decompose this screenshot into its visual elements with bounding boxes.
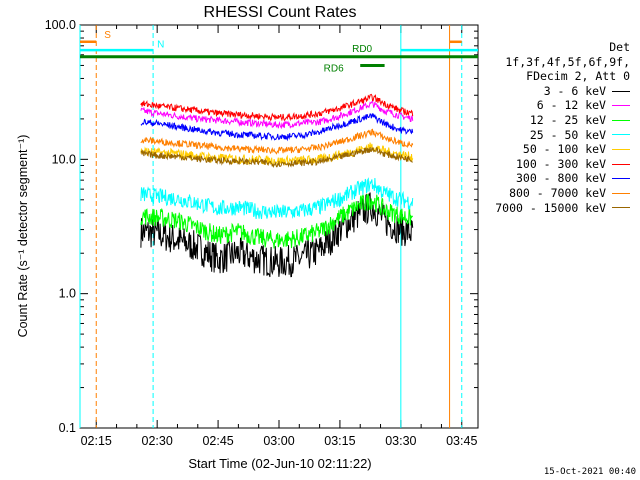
series-line bbox=[140, 128, 414, 155]
series-line bbox=[140, 193, 414, 249]
legend-swatch bbox=[612, 119, 630, 121]
legend-entry-label: 50 - 100 keV bbox=[522, 142, 606, 157]
x-tick-label: 03:15 bbox=[324, 434, 355, 448]
x-tick-label: 02:45 bbox=[202, 434, 233, 448]
x-tick-label: 02:15 bbox=[81, 434, 112, 448]
y-axis-label: Count Rate (s⁻¹ detector segment⁻¹) bbox=[16, 135, 30, 338]
legend-entry: 50 - 100 keV bbox=[478, 142, 638, 157]
annotation-s: S bbox=[104, 30, 111, 41]
y-tick-label: 100.0 bbox=[45, 18, 76, 32]
legend-swatch bbox=[612, 90, 630, 92]
x-tick-label: 03:45 bbox=[446, 434, 477, 448]
legend-entry-label: 12 - 25 keV bbox=[529, 112, 606, 127]
legend-header-line-2: FDecim 2, Att 0 bbox=[526, 69, 630, 84]
plot-area: 100.0 10.0 1.0 0.1 02:15 02:30 02:45 03:00 03:15… bbox=[45, 18, 479, 448]
legend-entries: 3 - 6 keV 6 - 12 keV 12 - 25 keV 25 - 50 ke… bbox=[478, 84, 638, 215]
legend-entry-label: 300 - 800 keV bbox=[515, 171, 606, 186]
legend: Det 1f,3f,4f,5f,6f,9f, FDecim 2, Att 0 3… bbox=[478, 40, 638, 215]
legend-entry-label: 6 - 12 keV bbox=[536, 98, 606, 113]
legend-entry: 100 - 300 keV bbox=[478, 157, 638, 172]
series-line bbox=[140, 192, 414, 278]
legend-swatch bbox=[612, 207, 630, 209]
legend-swatch bbox=[612, 178, 630, 180]
series-line bbox=[140, 100, 414, 130]
legend-entry: 3 - 6 keV bbox=[478, 84, 638, 99]
y-tick-label: 1.0 bbox=[59, 287, 76, 301]
legend-entry: 6 - 12 keV bbox=[478, 98, 638, 113]
footer-timestamp: 15-Oct-2021 00:40 bbox=[543, 467, 636, 477]
legend-entry: 12 - 25 keV bbox=[478, 113, 638, 128]
legend-entry: 7000 - 15000 keV bbox=[478, 201, 638, 216]
x-tick-label: 02:30 bbox=[142, 434, 173, 448]
series-line bbox=[140, 112, 414, 142]
x-tick-label: 03:00 bbox=[263, 434, 294, 448]
legend-entry-label: 800 - 7000 keV bbox=[509, 185, 606, 200]
annotation-rd6: RD6 bbox=[324, 64, 344, 75]
chart-title: RHESSI Count Rates bbox=[204, 4, 357, 21]
legend-entry-label: 100 - 300 keV bbox=[515, 156, 606, 171]
x-tick-label: 03:30 bbox=[385, 434, 416, 448]
legend-entry: 300 - 800 keV bbox=[478, 171, 638, 186]
legend-entry-label: 25 - 50 keV bbox=[529, 127, 606, 142]
legend-swatch bbox=[612, 192, 630, 194]
legend-entry: 25 - 50 keV bbox=[478, 128, 638, 143]
legend-swatch bbox=[612, 163, 630, 165]
legend-entry: 800 - 7000 keV bbox=[478, 186, 638, 201]
series-line bbox=[140, 146, 413, 169]
legend-entry-label: 7000 - 15000 keV bbox=[495, 200, 606, 215]
legend-swatch bbox=[612, 134, 630, 136]
series-line bbox=[140, 177, 414, 220]
series-line bbox=[140, 93, 414, 122]
y-tick-label: 0.1 bbox=[59, 421, 76, 435]
plot-frame bbox=[79, 24, 479, 429]
legend-swatch bbox=[612, 148, 630, 150]
legend-entry-label: 3 - 6 keV bbox=[543, 83, 606, 98]
x-axis-label: Start Time (02-Jun-10 02:11:22) bbox=[188, 456, 371, 471]
y-tick-label: 10.0 bbox=[52, 152, 76, 166]
annotation-n: N bbox=[157, 39, 164, 50]
legend-swatch bbox=[612, 105, 630, 107]
annotation-rd0: RD0 bbox=[352, 44, 372, 55]
legend-header-line-1: Det 1f,3f,4f,5f,6f,9f, bbox=[505, 40, 630, 69]
